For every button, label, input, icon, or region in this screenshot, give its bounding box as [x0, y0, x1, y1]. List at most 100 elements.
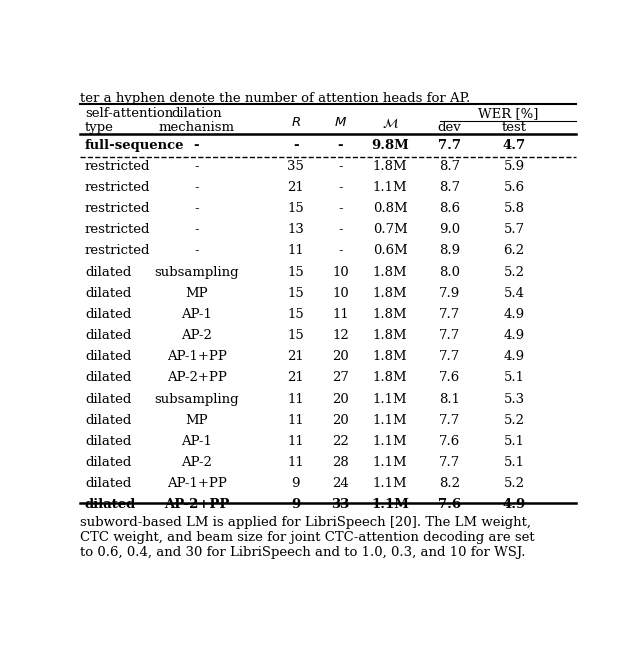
Text: 22: 22: [332, 435, 349, 448]
Text: 1.8M: 1.8M: [372, 265, 407, 279]
Text: 1.1M: 1.1M: [372, 456, 407, 469]
Text: 5.2: 5.2: [504, 477, 525, 490]
Text: -: -: [293, 139, 299, 151]
Text: 1.1M: 1.1M: [372, 477, 407, 490]
Text: AP-2+PP: AP-2+PP: [166, 371, 227, 385]
Text: WER [%]: WER [%]: [477, 107, 538, 120]
Text: 15: 15: [287, 287, 304, 299]
Text: 8.1: 8.1: [439, 393, 460, 405]
Text: 7.7: 7.7: [439, 308, 460, 321]
Text: 11: 11: [287, 413, 304, 427]
Text: 28: 28: [332, 456, 349, 469]
Text: mechanism: mechanism: [159, 121, 235, 133]
Text: 5.1: 5.1: [504, 371, 525, 385]
Text: 15: 15: [287, 329, 304, 342]
Text: 11: 11: [287, 245, 304, 257]
Text: 15: 15: [287, 265, 304, 279]
Text: 4.9: 4.9: [504, 350, 525, 363]
Text: 12: 12: [332, 329, 349, 342]
Text: 21: 21: [287, 350, 304, 363]
Text: dilated: dilated: [85, 308, 131, 321]
Text: -: -: [338, 245, 342, 257]
Text: 1.1M: 1.1M: [372, 393, 407, 405]
Text: 6.2: 6.2: [504, 245, 525, 257]
Text: 5.1: 5.1: [504, 435, 525, 448]
Text: 20: 20: [332, 413, 349, 427]
Text: dilated: dilated: [85, 435, 131, 448]
Text: dev: dev: [438, 121, 461, 133]
Text: 15: 15: [287, 202, 304, 215]
Text: -: -: [338, 202, 342, 215]
Text: 24: 24: [332, 477, 349, 490]
Text: 4.9: 4.9: [504, 308, 525, 321]
Text: 1.8M: 1.8M: [372, 287, 407, 299]
Text: self-attention: self-attention: [85, 107, 173, 120]
Text: 0.7M: 0.7M: [372, 223, 408, 237]
Text: -: -: [195, 181, 199, 194]
Text: restricted: restricted: [85, 160, 150, 173]
Text: ter a hyphen denote the number of attention heads for AP.: ter a hyphen denote the number of attent…: [80, 92, 470, 105]
Text: dilated: dilated: [85, 393, 131, 405]
Text: 5.6: 5.6: [504, 181, 525, 194]
Text: 21: 21: [287, 181, 304, 194]
Text: 11: 11: [332, 308, 349, 321]
Text: subsampling: subsampling: [154, 265, 239, 279]
Text: -: -: [195, 245, 199, 257]
Text: 35: 35: [287, 160, 304, 173]
Text: 7.7: 7.7: [439, 413, 460, 427]
Text: subsampling: subsampling: [154, 393, 239, 405]
Text: dilated: dilated: [85, 371, 131, 385]
Text: 4.9: 4.9: [502, 498, 525, 511]
Text: type: type: [85, 121, 114, 133]
Text: restricted: restricted: [85, 245, 150, 257]
Text: 9: 9: [291, 498, 300, 511]
Text: 15: 15: [287, 308, 304, 321]
Text: -: -: [337, 139, 343, 151]
Text: dilated: dilated: [85, 287, 131, 299]
Text: 1.8M: 1.8M: [372, 371, 407, 385]
Text: AP-1+PP: AP-1+PP: [166, 350, 227, 363]
Text: 5.3: 5.3: [504, 393, 525, 405]
Text: 8.9: 8.9: [439, 245, 460, 257]
Text: 11: 11: [287, 393, 304, 405]
Text: 1.8M: 1.8M: [372, 308, 407, 321]
Text: AP-1+PP: AP-1+PP: [166, 477, 227, 490]
Text: dilated: dilated: [85, 456, 131, 469]
Text: 1.8M: 1.8M: [372, 160, 407, 173]
Text: 7.6: 7.6: [439, 371, 460, 385]
Text: AP-2: AP-2: [181, 329, 212, 342]
Text: 9.8M: 9.8M: [371, 139, 409, 151]
Text: dilated: dilated: [85, 477, 131, 490]
Text: 7.7: 7.7: [439, 456, 460, 469]
Text: 20: 20: [332, 393, 349, 405]
Text: 4.7: 4.7: [502, 139, 525, 151]
Text: AP-2+PP: AP-2+PP: [164, 498, 229, 511]
Text: restricted: restricted: [85, 202, 150, 215]
Text: restricted: restricted: [85, 223, 150, 237]
Text: 1.1M: 1.1M: [371, 498, 409, 511]
Text: 1.1M: 1.1M: [372, 435, 407, 448]
Text: 7.6: 7.6: [439, 435, 460, 448]
Text: -: -: [195, 160, 199, 173]
Text: MP: MP: [185, 287, 208, 299]
Text: full-sequence: full-sequence: [85, 139, 184, 151]
Text: 27: 27: [332, 371, 349, 385]
Text: subword-based LM is applied for LibriSpeech [20]. The LM weight,
CTC weight, and: subword-based LM is applied for LibriSpe…: [80, 517, 534, 559]
Text: $M$: $M$: [334, 116, 347, 129]
Text: 8.6: 8.6: [439, 202, 460, 215]
Text: 8.7: 8.7: [439, 160, 460, 173]
Text: 7.7: 7.7: [439, 329, 460, 342]
Text: 0.8M: 0.8M: [372, 202, 407, 215]
Text: 5.7: 5.7: [504, 223, 525, 237]
Text: dilation: dilation: [172, 107, 222, 120]
Text: 5.8: 5.8: [504, 202, 525, 215]
Text: 8.0: 8.0: [439, 265, 460, 279]
Text: dilated: dilated: [85, 498, 136, 511]
Text: 1.8M: 1.8M: [372, 329, 407, 342]
Text: 4.9: 4.9: [504, 329, 525, 342]
Text: test: test: [502, 121, 527, 133]
Text: -: -: [338, 160, 342, 173]
Text: 33: 33: [332, 498, 349, 511]
Text: 1.8M: 1.8M: [372, 350, 407, 363]
Text: dilated: dilated: [85, 413, 131, 427]
